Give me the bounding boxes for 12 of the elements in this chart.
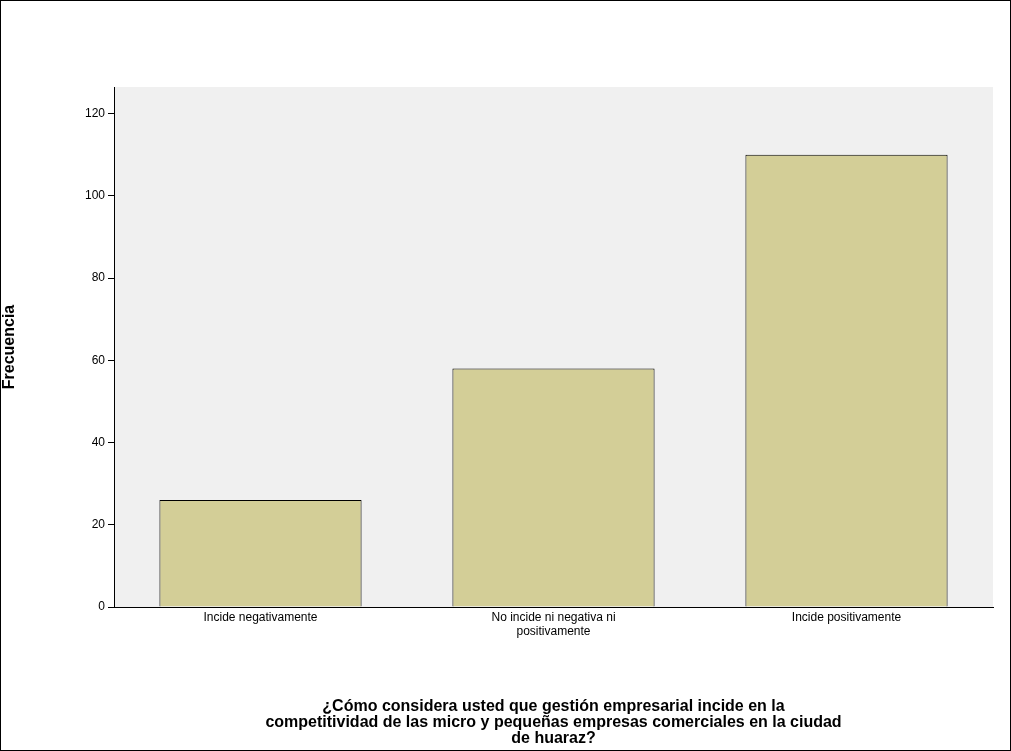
x-axis-title: ¿Cómo considera usted que gestión empresarial incide en la competitividad de las micro y pequeñas empresas comerciales en la ciudad de huaraz?: [265, 697, 842, 747]
y-tick-label: 20: [91, 517, 106, 532]
x-tick-label: No incide ni negativa ni positivamente: [491, 609, 616, 638]
y-tick-label: 100: [84, 188, 106, 203]
x-tick-label: Incide positivamente: [791, 609, 902, 624]
y-tick-label: 0: [98, 599, 106, 614]
y-tick-label: 80: [91, 270, 106, 285]
y-tick-label: 40: [91, 434, 106, 449]
y-tick-label: 60: [91, 352, 106, 367]
x-tick-label: Incide negativamente: [203, 609, 318, 624]
y-tick-label: 120: [84, 106, 106, 121]
y-axis-title: Frecuencia: [0, 304, 18, 390]
